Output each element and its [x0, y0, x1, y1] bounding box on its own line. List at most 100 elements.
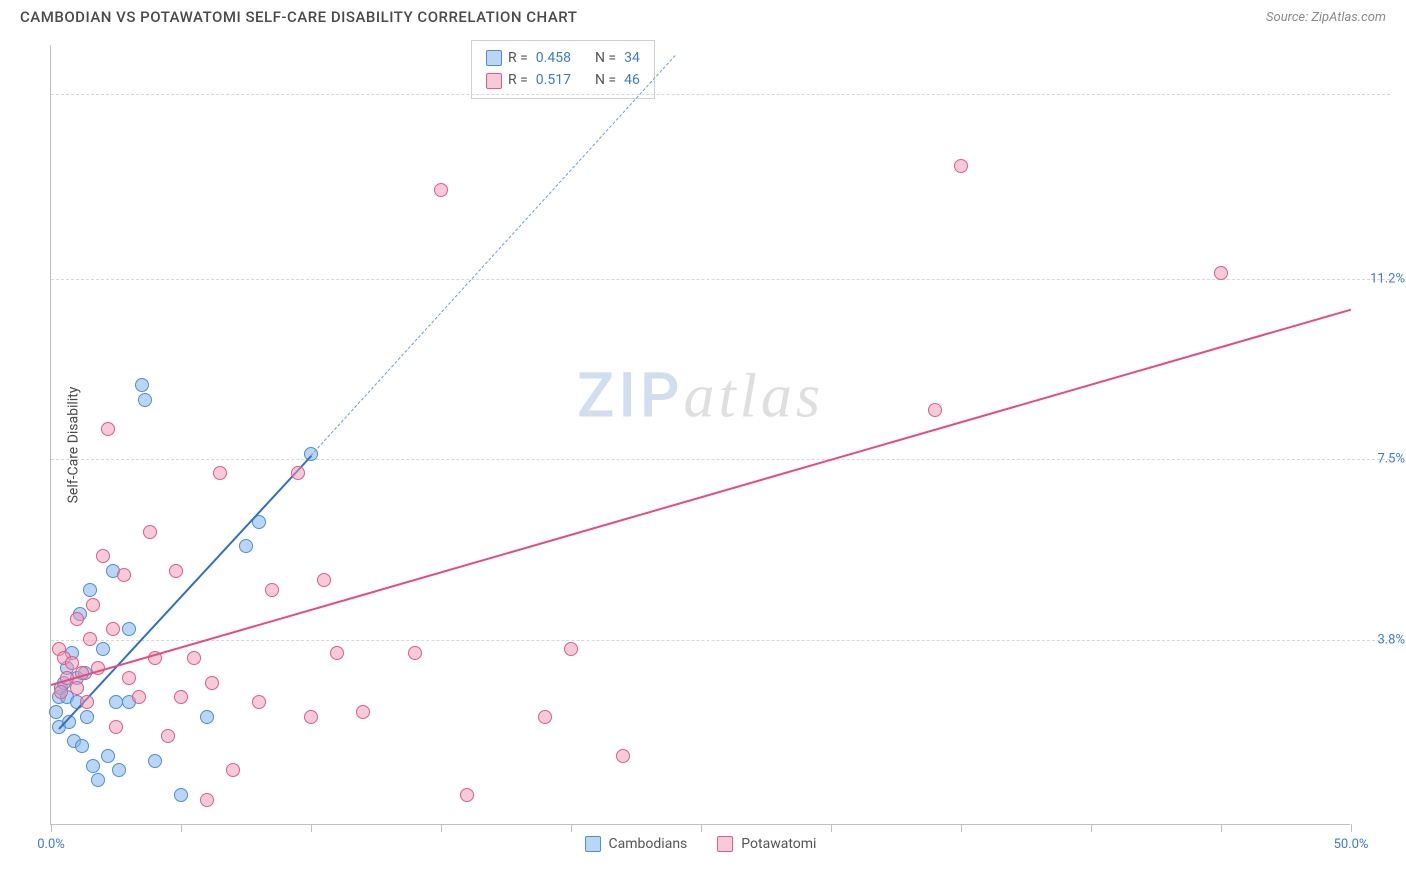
x-tick [1221, 824, 1222, 832]
x-tick [961, 824, 962, 832]
legend-n-value: 46 [624, 69, 640, 91]
data-point [330, 646, 344, 660]
x-tick [181, 824, 182, 832]
data-point [75, 739, 89, 753]
data-point [538, 710, 552, 724]
data-point [132, 690, 146, 704]
data-point [86, 759, 100, 773]
y-tick-label: 11.2% [1370, 272, 1405, 287]
data-point [112, 763, 126, 777]
data-point [317, 573, 331, 587]
data-point [239, 539, 253, 553]
data-point [205, 676, 219, 690]
x-tick [441, 824, 442, 832]
data-point [265, 583, 279, 597]
legend-swatch [585, 836, 601, 852]
data-point [174, 788, 188, 802]
data-point [143, 525, 157, 539]
watermark-atlas: atlas [683, 362, 824, 430]
data-point [80, 695, 94, 709]
data-point [226, 763, 240, 777]
legend-row: R =0.517N =46 [486, 69, 640, 91]
data-point [460, 788, 474, 802]
legend-n-label: N = [595, 47, 616, 69]
x-tick-label: 50.0% [1334, 837, 1369, 852]
series-legend: Cambodians Potawatomi [585, 836, 817, 852]
data-point [109, 720, 123, 734]
data-point [80, 710, 94, 724]
header: CAMBODIAN VS POTAWATOMI SELF-CARE DISABI… [0, 0, 1406, 30]
data-point [49, 705, 63, 719]
x-tick [1091, 824, 1092, 832]
data-point [109, 695, 123, 709]
data-point [117, 568, 131, 582]
x-tick [311, 824, 312, 832]
data-point [70, 612, 84, 626]
data-point [122, 622, 136, 636]
data-point [101, 422, 115, 436]
gridline [51, 459, 1390, 460]
legend-item: Cambodians [585, 836, 688, 852]
data-point [954, 159, 968, 173]
legend-swatch [486, 73, 502, 89]
data-point [187, 651, 201, 665]
gridline [51, 640, 1390, 641]
legend-r-label: R = [508, 47, 528, 69]
data-point [169, 564, 183, 578]
data-point [291, 466, 305, 480]
data-point [408, 646, 422, 660]
watermark: ZIPatlas [577, 359, 824, 432]
chart-title: CAMBODIAN VS POTAWATOMI SELF-CARE DISABI… [20, 8, 577, 26]
data-point [135, 378, 149, 392]
source-attribution: Source: ZipAtlas.com [1266, 10, 1386, 25]
data-point [161, 729, 175, 743]
data-point [138, 393, 152, 407]
data-point [96, 642, 110, 656]
gridline [51, 94, 1390, 95]
x-tick-label: 0.0% [37, 837, 65, 852]
data-point [1214, 266, 1228, 280]
data-point [200, 793, 214, 807]
data-point [148, 754, 162, 768]
legend-label: Cambodians [609, 836, 688, 852]
data-point [356, 705, 370, 719]
data-point [200, 710, 214, 724]
y-tick-label: 7.5% [1377, 452, 1405, 467]
legend-n-value: 34 [624, 47, 640, 69]
data-point [70, 681, 84, 695]
x-tick [701, 824, 702, 832]
legend-swatch [717, 836, 733, 852]
data-point [86, 598, 100, 612]
data-point [213, 466, 227, 480]
stats-legend: R = 0.458 N = 34R = 0.517 N = 46 [471, 40, 655, 99]
data-point [928, 403, 942, 417]
data-point [304, 710, 318, 724]
data-point [96, 549, 110, 563]
watermark-zip: ZIP [577, 359, 684, 432]
chart-container: Self-Care Disability ZIPatlas R =0.458N … [50, 45, 1390, 845]
data-point [83, 583, 97, 597]
data-point [434, 183, 448, 197]
legend-r-value: 0.517 [536, 69, 571, 91]
regression-line [51, 308, 1352, 685]
legend-r-value: 0.458 [536, 47, 571, 69]
gridline [51, 279, 1390, 280]
data-point [252, 695, 266, 709]
legend-r-label: R = [508, 69, 528, 91]
legend-swatch [486, 50, 502, 66]
data-point [174, 690, 188, 704]
data-point [564, 642, 578, 656]
data-point [83, 632, 97, 646]
data-point [122, 671, 136, 685]
x-tick [571, 824, 572, 832]
y-tick-label: 3.8% [1377, 632, 1405, 647]
data-point [101, 749, 115, 763]
x-tick [1351, 824, 1352, 832]
data-point [54, 685, 68, 699]
data-point [616, 749, 630, 763]
data-point [91, 773, 105, 787]
data-point [106, 622, 120, 636]
legend-item: Potawatomi [717, 836, 816, 852]
regression-line [311, 55, 676, 455]
legend-row: R = 0.458 N = 34 [486, 47, 640, 69]
